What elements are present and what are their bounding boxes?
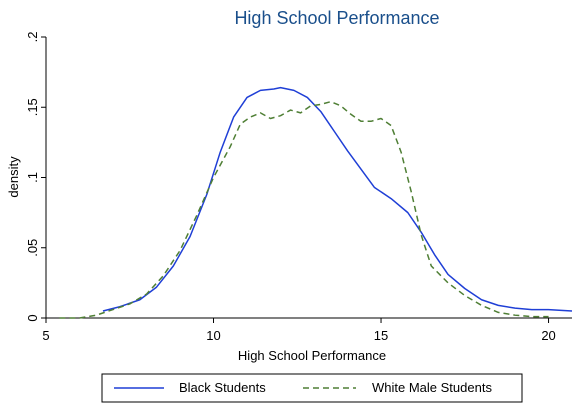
x-tick-label: 10 <box>206 328 220 343</box>
series-line-black-students <box>102 86 573 312</box>
x-ticks: 5 10 15 20 <box>42 318 556 343</box>
x-axis-title: High School Performance <box>238 348 386 363</box>
y-tick-label: .2 <box>25 32 40 43</box>
y-tick-label: .1 <box>25 172 40 183</box>
y-ticks: 0 .05 .1 .15 .2 <box>25 32 46 322</box>
plot-frame <box>45 37 572 319</box>
series-layer <box>59 86 573 319</box>
x-tick-label: 20 <box>541 328 555 343</box>
y-tick-label: .15 <box>25 98 40 116</box>
chart-title: High School Performance <box>234 8 439 28</box>
y-tick-label: 0 <box>25 314 40 321</box>
legend-box <box>101 373 523 403</box>
y-tick-label: .05 <box>25 239 40 257</box>
legend: Black Students White Male Students <box>101 373 523 403</box>
series-line-white-male-students <box>59 100 549 319</box>
x-tick-label: 15 <box>374 328 388 343</box>
legend-label-black-students: Black Students <box>179 380 266 395</box>
x-tick-label: 5 <box>42 328 49 343</box>
legend-label-white-male-students: White Male Students <box>372 380 492 395</box>
y-axis-title: density <box>6 156 21 198</box>
